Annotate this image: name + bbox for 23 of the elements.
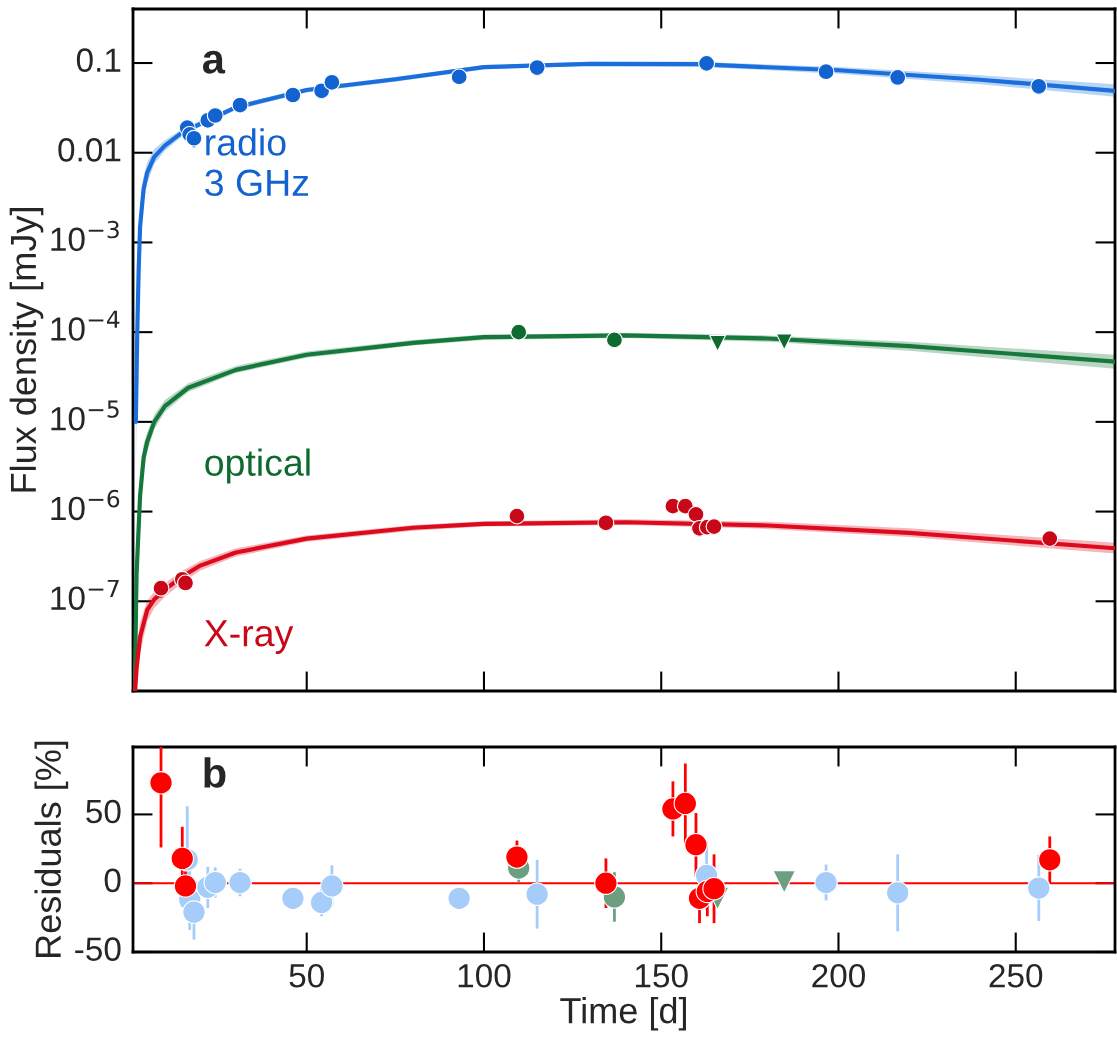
series-label: X-ray xyxy=(204,620,294,654)
x-tick-label: 200 xyxy=(812,963,865,988)
y-tick-label: 0 xyxy=(104,868,121,893)
x-tick-label: 250 xyxy=(989,963,1043,988)
y-tick-label: 10$^{−3}$ xyxy=(51,220,119,252)
y-axis-title: Residuals [%] xyxy=(34,741,69,957)
x-tick-label: 50 xyxy=(289,963,324,988)
y-tick-label: 0.1 xyxy=(76,48,121,72)
y-axis-title: Flux density [mJy] xyxy=(9,208,44,492)
y-tick-label: 10$^{−7}$ xyxy=(51,579,119,611)
annotation: a xyxy=(202,50,226,74)
y-tick-label: 10$^{−6}$ xyxy=(51,489,120,521)
y-tick-label: 50 xyxy=(86,799,121,824)
x-tick-label: 150 xyxy=(635,963,688,988)
y-tick-label: 10$^{−4}$ xyxy=(51,310,120,341)
text: optical xyxy=(205,448,310,484)
y-tick-label: 0.01 xyxy=(58,138,121,162)
annotation: b xyxy=(204,757,226,788)
x-axis-title: Time [d] xyxy=(560,996,686,1031)
y-tick-label: 10$^{−5}$ xyxy=(51,400,119,431)
series-label: radio 3 GHz xyxy=(205,128,309,197)
y-tick-label: -50 xyxy=(75,937,121,961)
x-tick-label: 100 xyxy=(458,963,511,988)
